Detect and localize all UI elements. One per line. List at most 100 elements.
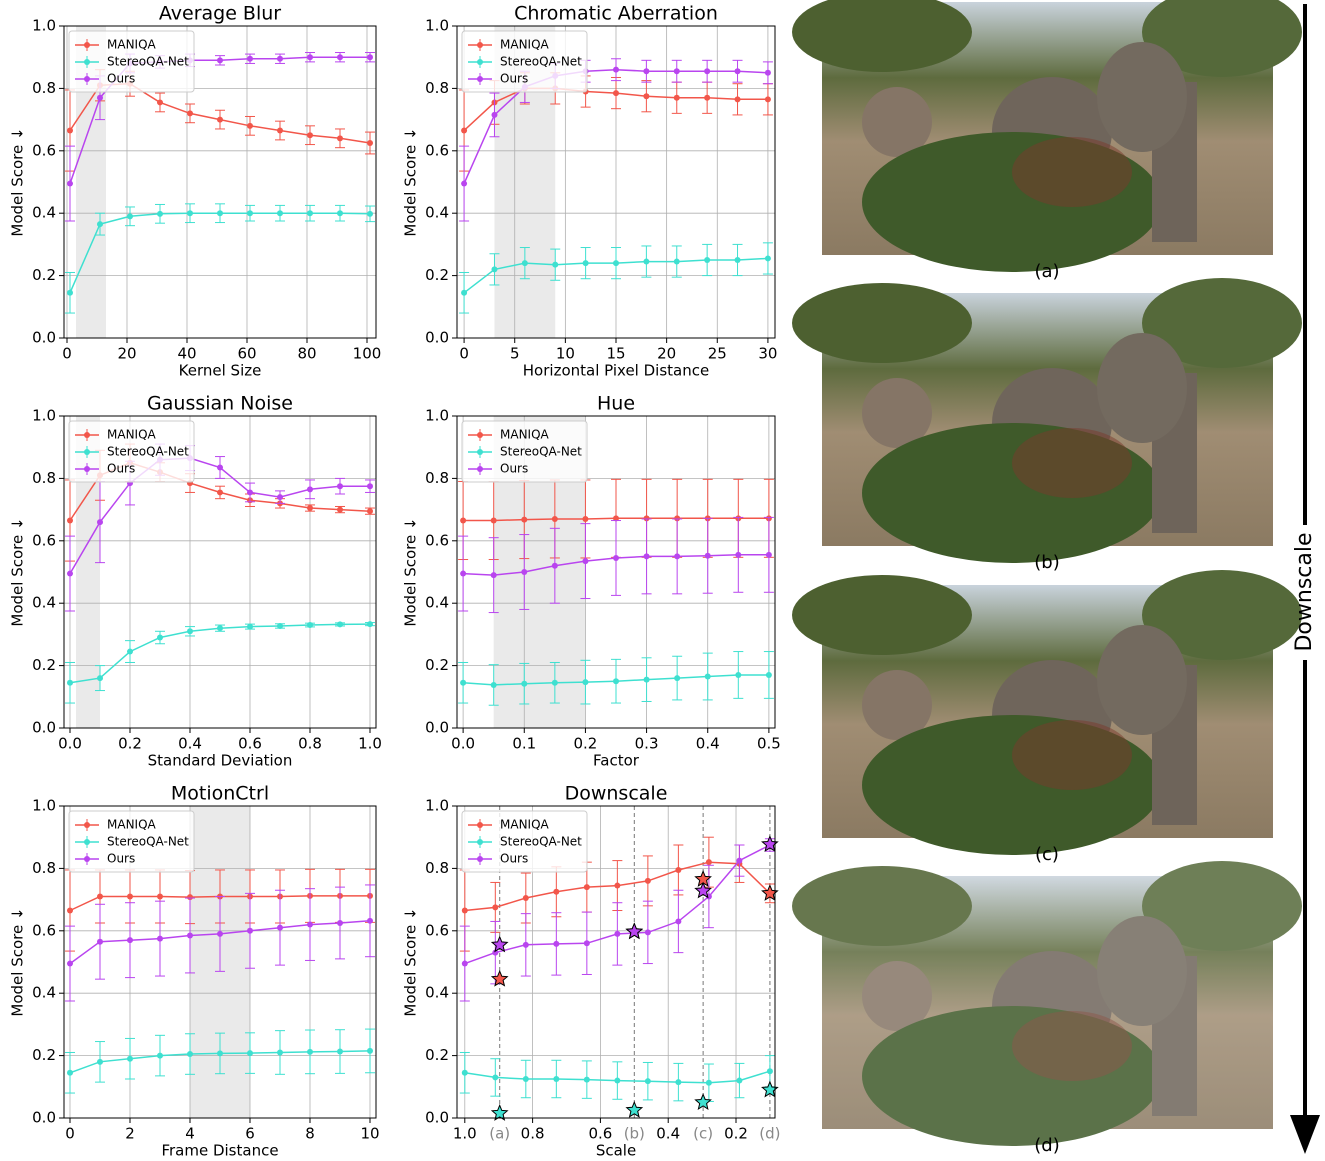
point xyxy=(217,1050,223,1057)
x-tick-label: 0 xyxy=(459,345,469,363)
legend-box xyxy=(461,30,588,93)
y-tick-label: 0.8 xyxy=(32,859,56,877)
point xyxy=(367,483,373,490)
y-tick-label: 0.4 xyxy=(32,594,56,612)
point xyxy=(674,515,681,522)
star-label: (d) xyxy=(759,1125,780,1143)
y-tick-label: 0.6 xyxy=(32,141,56,159)
point xyxy=(367,621,373,628)
axes-frame xyxy=(63,415,377,729)
subplot: Average Blur 0.0 0.2 0.4 0.6 0.8 1.0 0 20 40 60 80 1… xyxy=(9,3,382,380)
point xyxy=(307,210,313,217)
point xyxy=(582,515,589,522)
point xyxy=(582,260,589,267)
y-tick-label: 0.2 xyxy=(32,1046,56,1064)
point xyxy=(704,257,711,263)
legend-label: Ours xyxy=(500,72,528,86)
series-line xyxy=(69,212,371,294)
point xyxy=(97,221,103,228)
point xyxy=(337,1048,343,1055)
point xyxy=(764,255,771,262)
point xyxy=(247,122,253,129)
point xyxy=(551,562,558,569)
point xyxy=(127,648,133,655)
legend-label: MANIQA xyxy=(500,428,550,442)
y-tick-label: 0.0 xyxy=(425,719,449,737)
star-marker xyxy=(490,935,509,953)
point xyxy=(614,882,621,889)
x-tick-label: 2 xyxy=(125,1125,135,1143)
point xyxy=(675,918,682,925)
x-tick-label: 0.8 xyxy=(298,735,322,753)
point xyxy=(490,517,497,524)
point xyxy=(461,907,468,914)
point xyxy=(337,483,343,490)
point xyxy=(337,506,343,513)
point xyxy=(522,895,529,902)
point xyxy=(67,127,73,134)
x-axis-label: Standard Deviation xyxy=(148,752,293,770)
x-tick-label: 0.4 xyxy=(656,1125,680,1143)
y-tick-label: 1.0 xyxy=(32,797,56,815)
point xyxy=(614,1077,621,1084)
legend-label: Ours xyxy=(500,462,528,476)
x-tick-label: 0.4 xyxy=(696,735,720,753)
point xyxy=(764,96,771,103)
y-axis-label: Model Score ↓ xyxy=(402,127,420,236)
x-tick-label: 80 xyxy=(297,345,316,363)
chart-title: Downscale xyxy=(565,783,668,805)
point xyxy=(67,570,73,577)
x-tick-label: 0.2 xyxy=(573,735,597,753)
point xyxy=(522,1076,529,1082)
legend-label: Ours xyxy=(107,72,135,86)
point xyxy=(367,210,373,217)
arrow-label: Downscale xyxy=(1292,532,1317,651)
y-tick-label: 0.2 xyxy=(425,1046,449,1064)
legend-swatch xyxy=(84,432,90,438)
y-tick-label: 0.2 xyxy=(425,656,449,674)
legend-box xyxy=(461,420,588,483)
legend: MANIQA StereoQA-Net Ours xyxy=(461,30,588,93)
point xyxy=(551,515,558,522)
point xyxy=(491,266,498,273)
axes-frame xyxy=(63,25,377,339)
point xyxy=(367,1047,373,1054)
x-tick-label: 30 xyxy=(758,345,777,363)
point xyxy=(644,877,651,884)
y-tick-label: 0.8 xyxy=(32,469,56,487)
point xyxy=(766,1068,773,1075)
x-tick-label: 0.4 xyxy=(178,735,202,753)
legend-swatch xyxy=(477,76,483,82)
point xyxy=(613,66,619,73)
point xyxy=(277,127,283,134)
point xyxy=(675,1079,682,1086)
point xyxy=(582,679,589,686)
point xyxy=(67,289,73,296)
point xyxy=(492,904,499,911)
legend-swatch xyxy=(477,42,483,48)
point xyxy=(217,210,223,217)
point xyxy=(643,515,650,522)
legend-swatch xyxy=(477,822,483,828)
legend-swatch xyxy=(84,59,90,65)
x-tick-label: 4 xyxy=(185,1125,195,1143)
point xyxy=(765,551,772,558)
chart-title: MotionCtrl xyxy=(171,783,269,805)
star-marker xyxy=(625,1100,644,1118)
point xyxy=(491,111,498,118)
point xyxy=(521,680,528,687)
point xyxy=(337,54,343,61)
legend-swatch xyxy=(477,466,483,472)
point xyxy=(277,55,283,62)
point xyxy=(97,893,103,900)
y-tick-label: 0.6 xyxy=(425,141,449,159)
point xyxy=(461,127,468,134)
point xyxy=(704,552,711,559)
point xyxy=(674,553,681,560)
y-tick-label: 1.0 xyxy=(425,17,449,35)
point xyxy=(217,116,223,123)
star-label: (b) xyxy=(624,1125,645,1143)
x-tick-label: 0.6 xyxy=(588,1125,612,1143)
point xyxy=(613,515,619,522)
y-axis-label: Model Score ↓ xyxy=(9,907,27,1016)
